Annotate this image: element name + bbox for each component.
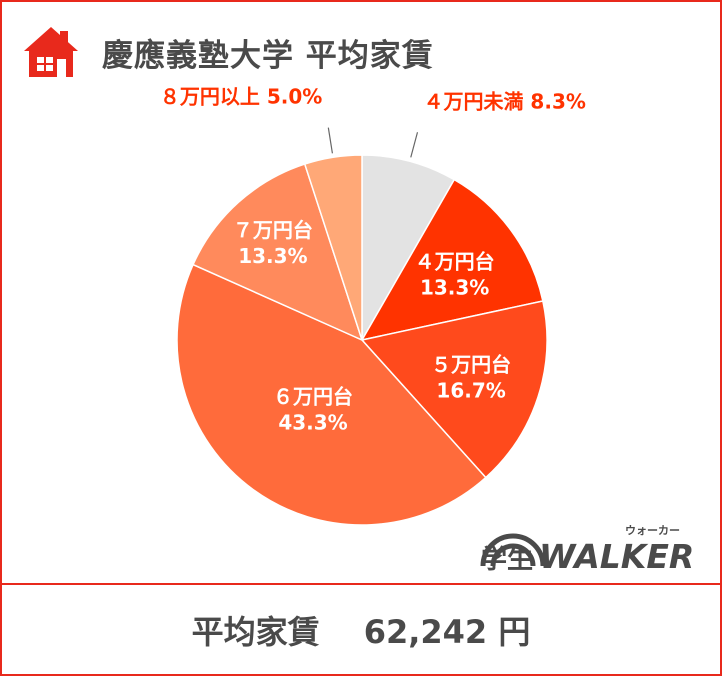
svg-text:ウォーカー: ウォーカー [625,524,680,537]
pie-slice [303,154,363,341]
svg-text:WALKER: WALKER [539,537,694,574]
pie-slice [360,178,544,342]
slice-label: ５万円台 16.7% [431,352,511,402]
pie-slice [361,154,456,343]
slice-label: ４万円未満 8.3% [423,89,585,113]
leader-line [410,132,419,158]
average-rent-amount: 62,242 円 [363,612,531,651]
slice-label: ６万円台 43.3% [273,384,353,434]
leader-line [327,127,333,154]
house-icon [24,27,78,77]
slice-label: ７万円台 13.3% [233,218,313,268]
slice-label: ４万円台 13.3% [415,249,495,299]
gakusei-walker-logo: 学生 WALKER ウォーカー [480,524,694,574]
pie-slice [176,263,487,526]
slice-label: ８万円以上 5.0% [160,85,322,109]
footer-divider [0,583,722,585]
footer: 平均家賃 62,242 円 [0,585,722,674]
page-title: 慶應義塾大学 平均家賃 [102,37,434,74]
pie-slice [360,300,548,479]
pie-chart: ４万円未満 8.3% ４万円台 13.3% ５万円台 16.7% ６万円台 43.3% ７万円… [160,85,586,526]
pie-slice [192,163,364,342]
svg-text:学生: 学生 [481,544,533,574]
header: 慶應義塾大学 平均家賃 [22,22,434,82]
average-rent-label: 平均家賃 [191,612,320,651]
